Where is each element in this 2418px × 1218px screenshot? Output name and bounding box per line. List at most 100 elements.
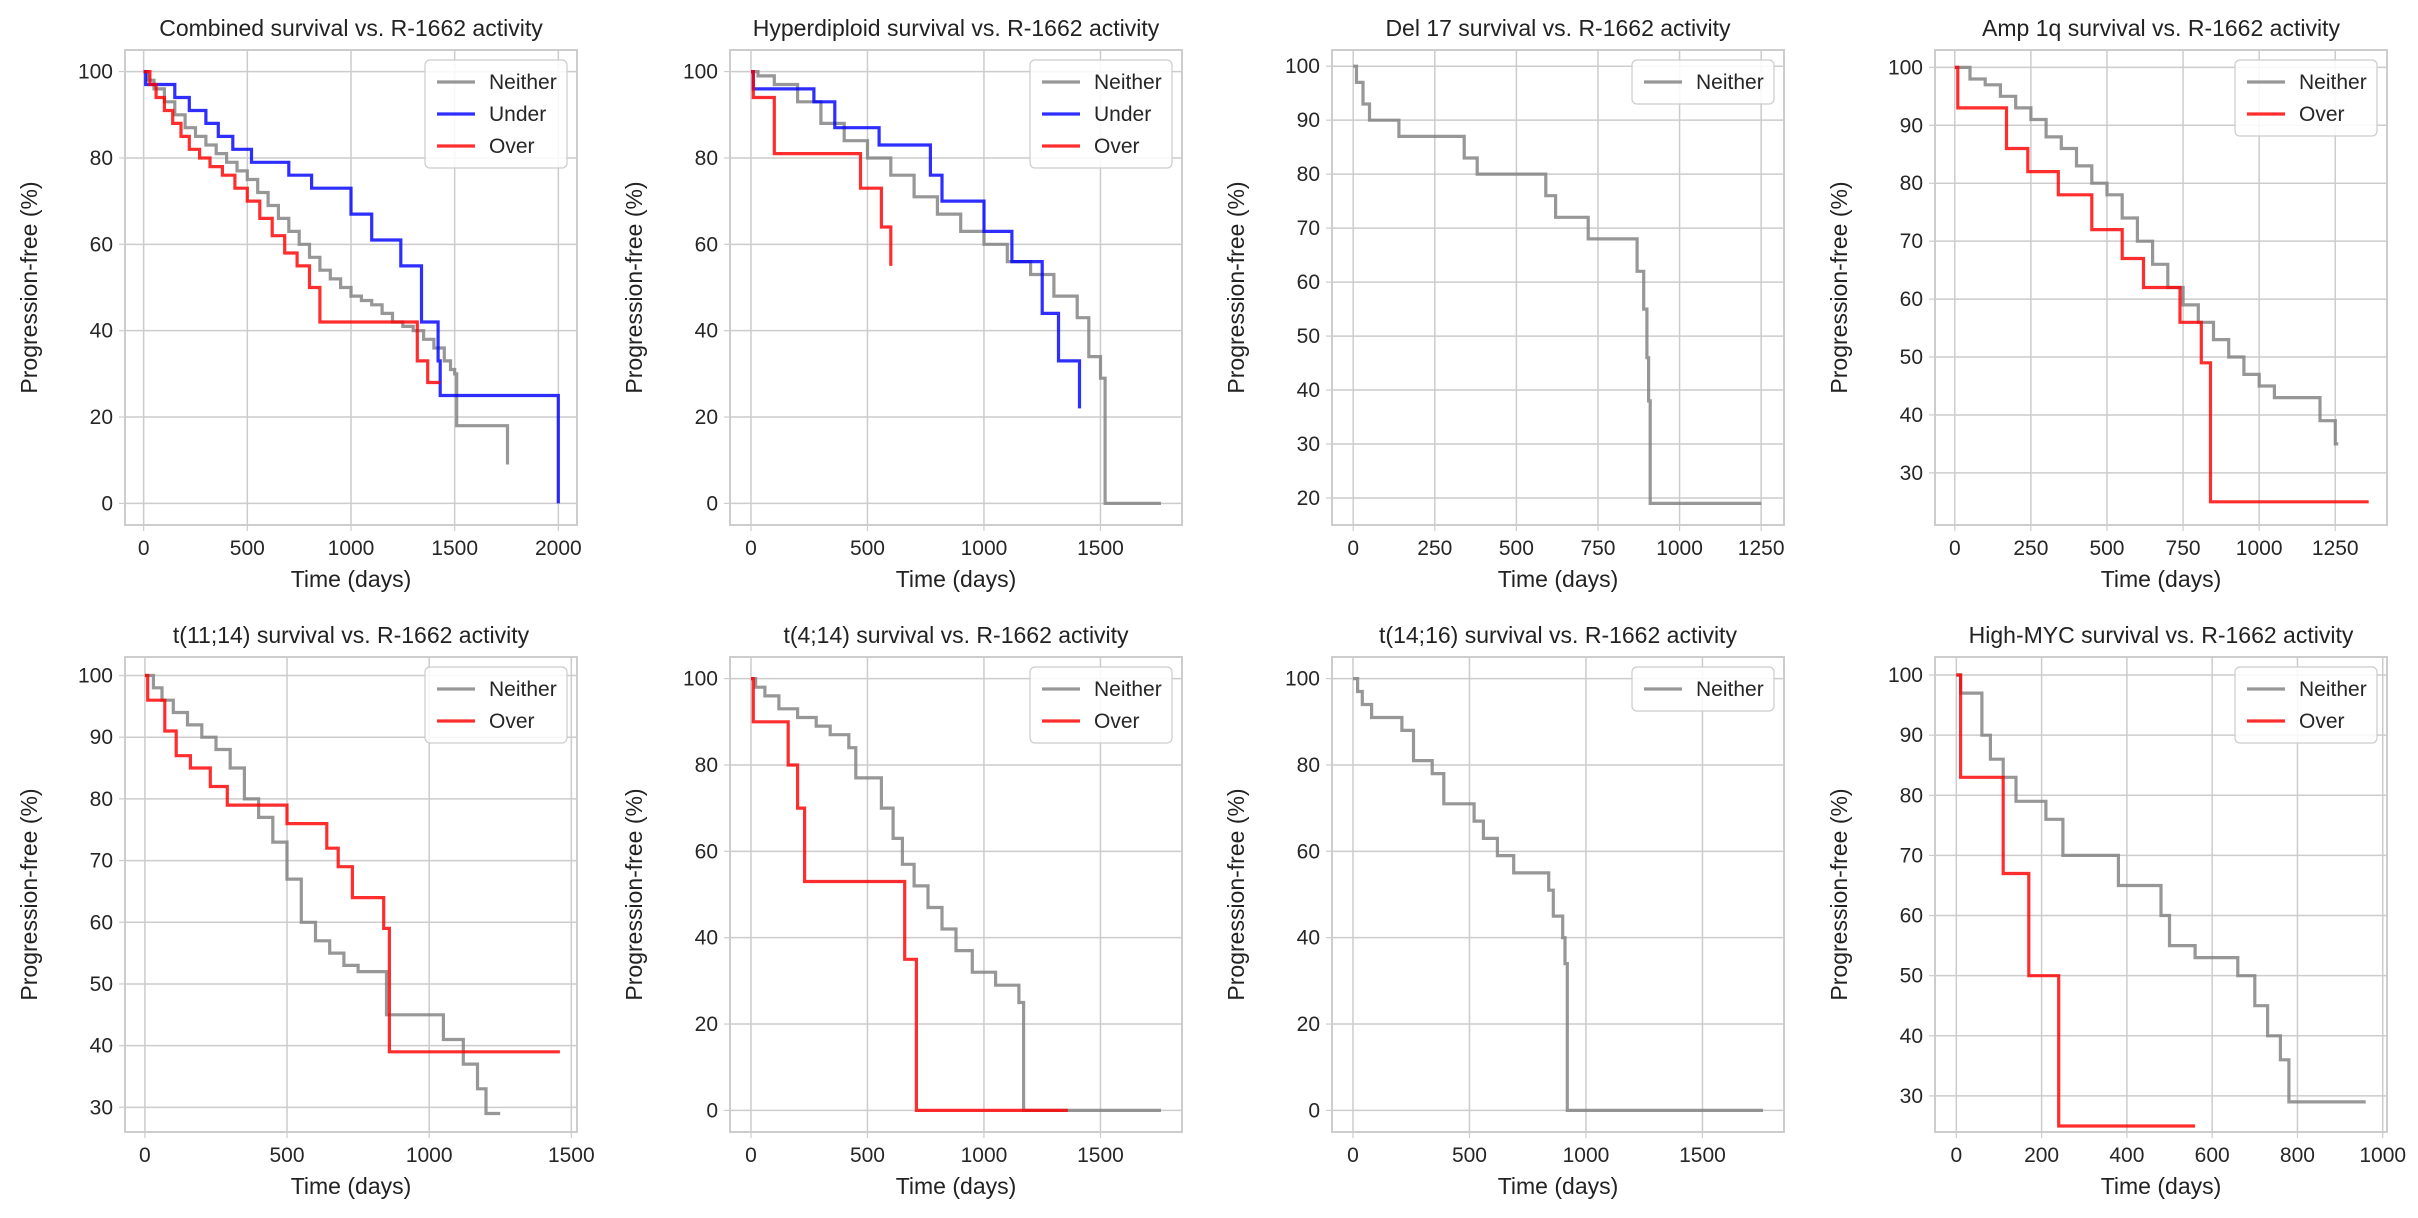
plot-area [1331, 49, 1785, 526]
chart-title: t(11;14) survival vs. R-1662 activity [173, 622, 530, 648]
y-tick-label: 60 [1297, 271, 1320, 294]
y-tick-label: 100 [683, 61, 718, 84]
legend-label-neither: Neither [489, 678, 557, 701]
series-line-neither [143, 70, 510, 465]
y-tick-label: 90 [1297, 109, 1320, 132]
x-axis-label: Time (days) [1498, 1173, 1619, 1199]
x-tick-label: 500 [1452, 1144, 1487, 1167]
x-tick-label: 1500 [1679, 1144, 1726, 1167]
x-tick-label: 0 [745, 1144, 757, 1167]
y-tick-label: 60 [90, 233, 113, 256]
plot-frame [1934, 656, 2388, 1133]
y-tick-label: 60 [90, 911, 113, 934]
y-axis: 20 30 40 50 60 70 80 90 100 [1285, 55, 1784, 510]
x-axis: 0 250 500 750 1000 1250 [1949, 50, 2359, 560]
y-tick-label: 50 [1900, 965, 1923, 988]
y-axis-label: Progression-free (%) [1223, 788, 1249, 1000]
x-axis: 0 200 400 600 800 1000 [1950, 657, 2406, 1167]
chart-title: t(14;16) survival vs. R-1662 activity [1379, 622, 1737, 648]
x-tick-label: 0 [1949, 537, 1961, 560]
series-line-over [1956, 673, 2196, 1128]
chart-title: Hyperdiploid survival vs. R-1662 activit… [753, 15, 1160, 41]
chart-title: Amp 1q survival vs. R-1662 activity [1982, 15, 2340, 41]
x-tick-label: 500 [2089, 537, 2124, 560]
y-axis-label: Progression-free (%) [16, 788, 42, 1000]
legend-label-over: Over [2299, 103, 2345, 126]
y-axis: 0 20 40 60 80 100 [78, 61, 577, 515]
legend-box [424, 666, 568, 744]
chart-panel-2: 0 500 1000 1500 0 20 40 60 80 100 Hyperdiploid sur… [621, 15, 1183, 592]
legend-label-neither: Neither [2299, 71, 2367, 94]
x-axis: 0 250 500 750 1000 1250 [1347, 50, 1785, 560]
x-tick-label: 250 [1417, 537, 1452, 560]
y-axis: 30 40 50 60 70 80 90 100 [1888, 664, 2387, 1108]
x-tick-label: 1500 [431, 537, 478, 560]
x-tick-label: 200 [2024, 1144, 2059, 1167]
y-tick-label: 60 [695, 233, 718, 256]
legend-label-neither: Neither [1094, 678, 1162, 701]
y-tick-label: 80 [1900, 172, 1923, 195]
x-axis-label: Time (days) [1498, 566, 1619, 592]
chart-panel-8: 0 200 400 600 800 1000 30 40 50 60 70 80 90 100 High-M… [1826, 622, 2406, 1199]
y-tick-label: 40 [695, 320, 718, 343]
legend-label-neither: Neither [1094, 71, 1162, 94]
y-tick-label: 0 [706, 1099, 718, 1122]
y-tick-label: 0 [101, 492, 113, 515]
legend-box [1631, 59, 1775, 105]
x-axis-label: Time (days) [896, 566, 1017, 592]
y-tick-label: 50 [1900, 346, 1923, 369]
legend-box [1029, 59, 1173, 169]
x-tick-label: 800 [2280, 1144, 2315, 1167]
x-tick-label: 2000 [535, 537, 582, 560]
x-tick-label: 1250 [1738, 537, 1785, 560]
legend-label-neither: Neither [1696, 71, 1764, 94]
x-tick-label: 1000 [961, 537, 1008, 560]
plot-frame [729, 656, 1183, 1133]
legend-label-over: Over [2299, 710, 2345, 733]
y-tick-label: 30 [1297, 433, 1320, 456]
y-tick-label: 20 [695, 406, 718, 429]
series-line-under [751, 70, 1082, 409]
y-tick-label: 40 [1900, 1025, 1923, 1048]
series-line-neither [1353, 64, 1762, 505]
y-tick-label: 20 [695, 1013, 718, 1036]
chart-panel-5: 0 500 1000 1500 30 40 50 60 70 80 90 100 t(11;14) su… [16, 622, 595, 1199]
series-line-over [1954, 65, 2369, 504]
y-tick-label: 100 [1888, 56, 1923, 79]
series-line-neither [751, 677, 1161, 1112]
y-tick-label: 0 [1308, 1099, 1320, 1122]
series-line-neither [1956, 673, 2366, 1104]
legend-label-neither: Neither [1696, 678, 1764, 701]
y-tick-label: 50 [90, 973, 113, 996]
y-tick-label: 40 [1297, 927, 1320, 950]
y-tick-label: 90 [1900, 114, 1923, 137]
legend-label-neither: Neither [489, 71, 557, 94]
y-tick-label: 100 [1888, 664, 1923, 687]
plot-frame [1934, 49, 2388, 526]
chart-panel-4: 0 250 500 750 1000 1250 30 40 50 60 70 80 90 100 Amp 1… [1826, 15, 2388, 592]
legend-box [424, 59, 568, 169]
legend: Neither [1631, 59, 1775, 105]
x-tick-label: 0 [138, 537, 150, 560]
x-tick-label: 1000 [328, 537, 375, 560]
legend-label-over: Over [489, 710, 535, 733]
y-tick-label: 100 [683, 668, 718, 691]
y-axis-label: Progression-free (%) [16, 181, 42, 393]
y-tick-label: 30 [1900, 462, 1923, 485]
y-tick-label: 40 [695, 927, 718, 950]
x-tick-label: 1000 [1656, 537, 1703, 560]
x-tick-label: 500 [270, 1144, 305, 1167]
y-tick-label: 40 [90, 1035, 113, 1058]
plot-frame [729, 49, 1183, 526]
y-tick-label: 100 [1285, 668, 1320, 691]
x-tick-label: 1250 [2312, 537, 2359, 560]
y-tick-label: 40 [90, 320, 113, 343]
y-tick-label: 60 [695, 840, 718, 863]
y-tick-label: 40 [1297, 379, 1320, 402]
y-tick-label: 80 [1900, 784, 1923, 807]
plot-frame [124, 49, 578, 526]
y-tick-label: 70 [1297, 217, 1320, 240]
x-tick-label: 600 [2195, 1144, 2230, 1167]
y-tick-label: 80 [695, 147, 718, 170]
x-tick-label: 750 [1580, 537, 1615, 560]
